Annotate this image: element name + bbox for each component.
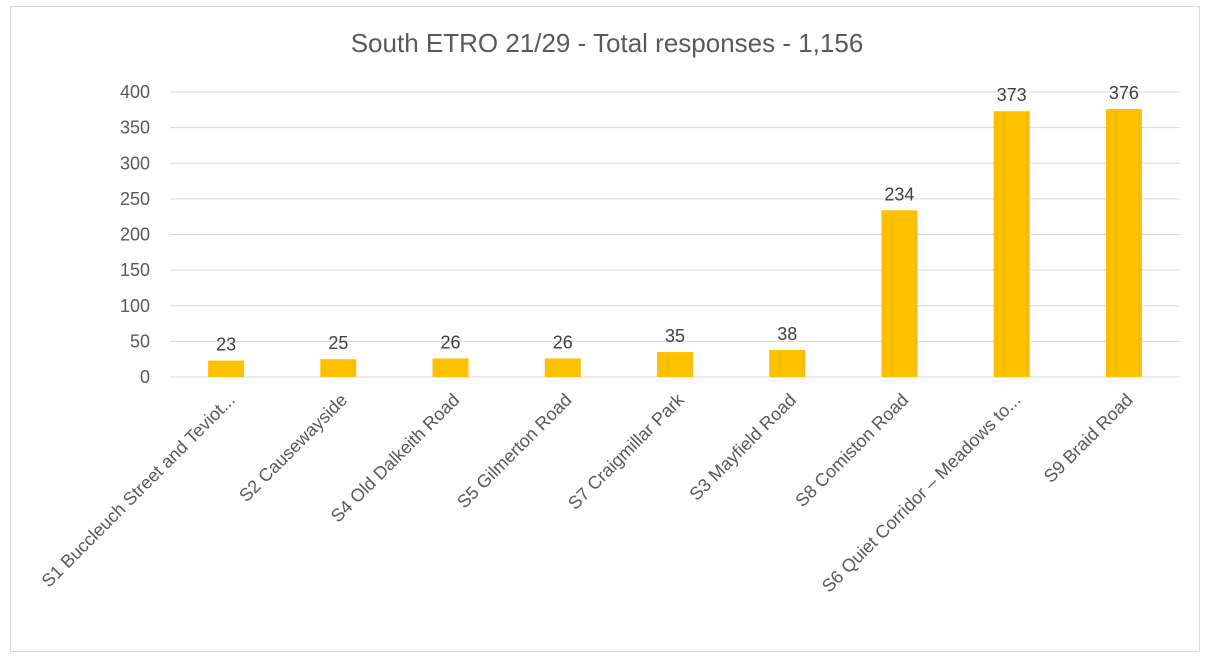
- category-label: S5 Gilmerton Road: [453, 390, 575, 512]
- y-tick-label: 350: [120, 118, 150, 138]
- data-labels: 23 25 26 26 35 38 234 373 376: [216, 83, 1139, 355]
- data-label: 23: [216, 335, 236, 355]
- bar: [432, 358, 469, 377]
- category-label: S1 Buccleuch Street and Teviot...: [38, 390, 239, 591]
- data-label: 26: [553, 332, 573, 352]
- data-label: 373: [997, 85, 1027, 105]
- y-tick-label: 400: [120, 82, 150, 102]
- category-label: S2 Causewayside: [235, 390, 351, 506]
- data-label: 376: [1109, 83, 1139, 103]
- bar: [769, 349, 806, 377]
- y-axis-ticks: 0 50 100 150 200 250 300 350 400: [120, 82, 150, 387]
- category-label: S7 Craigmillar Park: [564, 389, 688, 513]
- bar: [544, 358, 581, 377]
- y-tick-label: 150: [120, 260, 150, 280]
- x-axis-categories: S1 Buccleuch Street and Teviot...S2 Caus…: [38, 389, 1137, 596]
- data-label: 234: [884, 184, 914, 204]
- category-label: S8 Comiston Road: [791, 390, 912, 511]
- data-label: 26: [441, 332, 461, 352]
- y-tick-label: 250: [120, 189, 150, 209]
- bars: [208, 109, 1142, 378]
- bar: [208, 360, 245, 377]
- data-label: 35: [665, 326, 685, 346]
- chart-title: South ETRO 21/29 - Total responses - 1,1…: [351, 28, 864, 58]
- y-tick-label: 100: [120, 296, 150, 316]
- y-tick-label: 50: [130, 331, 150, 351]
- y-tick-label: 0: [140, 367, 150, 387]
- data-label: 25: [328, 333, 348, 353]
- category-label: S6 Quiet Corridor – Meadows to...: [818, 390, 1025, 597]
- bar: [320, 359, 357, 377]
- bar: [1105, 109, 1142, 377]
- bar: [881, 210, 918, 377]
- category-label: S3 Mayfield Road: [685, 390, 800, 505]
- bar: [993, 111, 1030, 378]
- y-tick-label: 200: [120, 225, 150, 245]
- category-label: S4 Old Dalkeith Road: [327, 390, 464, 527]
- category-label: S9 Braid Road: [1040, 390, 1137, 487]
- bar: [657, 352, 693, 377]
- y-tick-label: 300: [120, 153, 150, 173]
- data-label: 38: [777, 324, 797, 344]
